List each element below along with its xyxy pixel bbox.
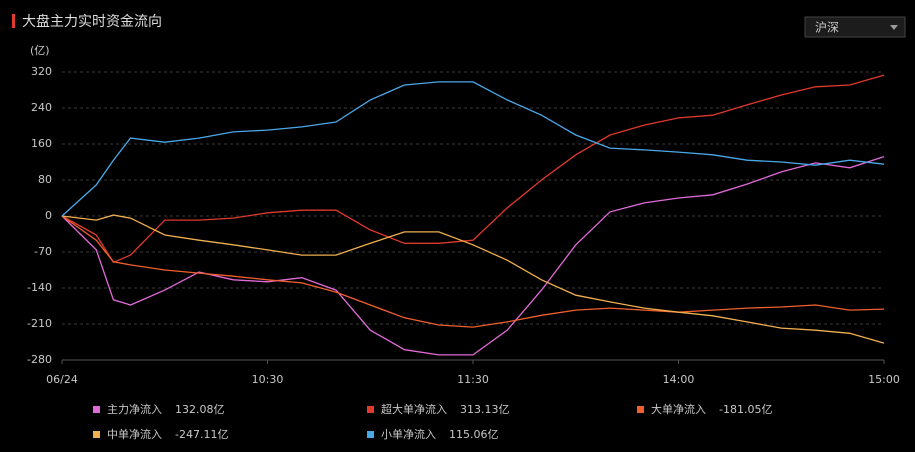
legend-value: -247.11亿 — [175, 428, 228, 441]
series-line — [61, 74, 885, 264]
dropdown-box[interactable] — [804, 16, 906, 38]
y-tick-label: -210 — [27, 317, 52, 330]
series-line — [61, 214, 885, 344]
legend-name: 主力净流入 — [107, 402, 162, 416]
y-tick-label: -140 — [27, 281, 52, 294]
legend-value: 115.06亿 — [449, 428, 499, 441]
y-tick-label: 320 — [31, 65, 52, 78]
x-tick-label: 14:00 — [663, 373, 695, 386]
legend-swatch — [367, 406, 374, 413]
dropdown-arrow[interactable] — [890, 25, 898, 30]
legend-swatch — [93, 406, 100, 413]
x-tick-label: 15:00 — [868, 373, 900, 386]
y-tick-label: -70 — [34, 245, 52, 258]
market-dropdown[interactable]: 沪深 — [804, 16, 906, 38]
legend-value: -181.05亿 — [719, 403, 772, 416]
y-tick-label: 0 — [45, 209, 52, 222]
x-tick-label: 06/24 — [46, 373, 78, 386]
chart-title: 大盘主力实时资金流向 — [22, 13, 162, 30]
legend-name: 小单净流入 — [381, 427, 436, 441]
legend-swatch — [367, 431, 374, 438]
legend-name: 大单净流入 — [651, 402, 706, 416]
series-line — [61, 81, 885, 217]
dropdown-value[interactable]: 沪深 — [815, 21, 839, 35]
y-tick-label: 240 — [31, 101, 52, 114]
y-tick-label: 160 — [31, 137, 52, 150]
x-tick-label: 11:30 — [457, 373, 489, 386]
x-tick-label: 10:30 — [252, 373, 284, 386]
legend-swatch — [637, 406, 644, 413]
series-line — [61, 155, 885, 356]
legend-value: 313.13亿 — [460, 403, 510, 416]
y-tick-label: 80 — [38, 173, 52, 186]
legend-value: 132.08亿 — [175, 403, 225, 416]
y-tick-label: -280 — [27, 353, 52, 366]
title-marker — [12, 14, 15, 28]
series-line — [61, 215, 885, 328]
legend-swatch — [93, 431, 100, 438]
legend-name: 中单净流入 — [107, 427, 162, 441]
y-axis-label: (亿) — [30, 44, 50, 57]
legend-name: 超大单净流入 — [381, 402, 447, 416]
